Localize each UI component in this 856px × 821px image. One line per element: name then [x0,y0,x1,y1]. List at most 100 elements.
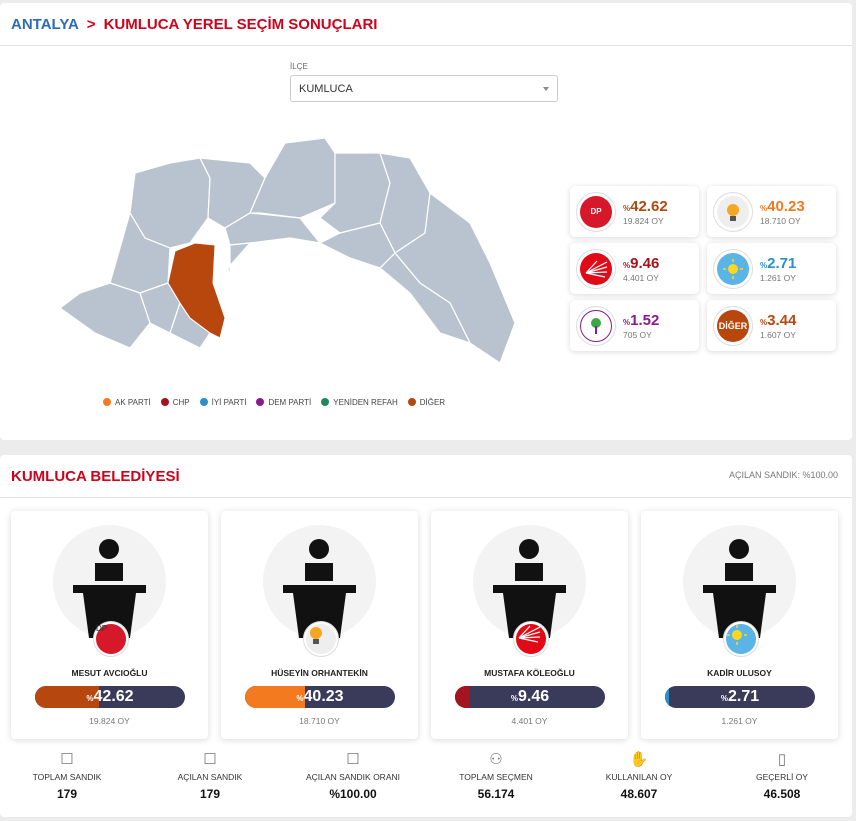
district-map[interactable] [50,133,520,373]
stat-label: AÇILAN SANDIK [177,772,243,782]
candidate-card[interactable]: HÜSEYİN ORHANTEKİN %40.23 18.710 OY [221,511,418,739]
district-value: KUMLUCA [299,83,353,95]
map-district [227,242,252,284]
dp-logo: DP [576,191,616,232]
party-card[interactable]: DİĞER %3.44 1.607 OY [707,300,836,351]
stat-value: 179 [199,787,221,801]
stat-value: %100.00 [329,787,377,801]
party-percent: %1.52 [623,311,660,329]
candidate-vote-bar: %42.62 [35,686,185,708]
party-percent: %3.44 [760,311,797,329]
stat-label: GEÇERLİ OY [756,772,808,782]
legend-item: DEM PARTİ [256,398,311,407]
opened-ballot-ratio: AÇILAN SANDIK: %100.00 [728,470,838,480]
results-panel: ANTALYA > KUMLUCA YEREL SEÇİM SONUÇLARI … [0,3,852,440]
candidate-vote-bar: %2.71 [665,686,815,708]
stat-item: ☐ TOPLAM SANDIK 179 [0,750,137,801]
legend-item: AK PARTİ [103,398,151,407]
ballot-box-icon: ☐ [60,751,74,768]
party-votes: 705 OY [623,329,652,340]
stat-value: 179 [56,787,78,801]
people-icon: ⚇ [489,751,503,768]
stat-item: ▯ GEÇERLİ OY 46.508 [712,750,852,801]
stat-value: 56.174 [477,787,515,801]
stat-item: ☐ AÇILAN SANDIK ORANI %100.00 [283,750,423,801]
dem-tree-logo [576,305,616,346]
breadcrumb: ANTALYA > KUMLUCA YEREL SEÇİM SONUÇLARI [0,3,852,46]
candidate-avatar [263,525,376,638]
stat-value: 46.508 [763,787,801,801]
stat-item: ✋ KULLANILAN OY 48.607 [569,750,709,801]
party-votes: 18.710 OY [760,215,801,226]
map-district [379,252,472,345]
candidate-votes: 19.824 OY [89,716,130,726]
candidate-name: MUSTAFA KÖLEOĞLU [484,668,575,678]
party-percent: %9.46 [623,254,660,272]
party-percent: %2.71 [760,254,797,272]
party-card[interactable]: DP %42.62 19.824 OY [570,186,699,237]
candidate-card[interactable]: MUSTAFA KÖLEOĞLU %9.46 4.401 OY [431,511,628,739]
ballot-box-icon: ☐ [203,751,217,768]
podium-speaker-icon [283,539,356,638]
map-district [318,222,396,269]
diger-logo: DİĞER [713,305,753,346]
akp-bulb-logo [303,621,339,657]
chp-arrows-logo [576,248,616,289]
party-votes: 1.607 OY [760,329,796,340]
dp-logo: DP [93,621,129,657]
party-card[interactable]: %40.23 18.710 OY [707,186,836,237]
legend-item: YENİDEN REFAH [321,398,398,407]
party-card[interactable]: %1.52 705 OY [570,300,699,351]
legend-item: İYİ PARTİ [199,398,246,407]
podium-speaker-icon [493,539,566,638]
stat-label: TOPLAM SEÇMEN [459,772,533,782]
candidate-card[interactable]: KADİR ULUSOY %2.71 1.261 OY [641,511,838,739]
party-card[interactable]: %2.71 1.261 OY [707,243,836,294]
vote-hand-icon: ✋ [629,751,649,768]
map-legend: AK PARTİ CHP İYİ PARTİ DEM PARTİ YENİDEN… [103,398,445,407]
municipality-title: KUMLUCA BELEDİYESİ [11,467,180,485]
map-district-kumluca [167,242,226,339]
candidate-name: MESUT AVCIOĞLU [71,668,148,678]
podium-speaker-icon [73,539,146,638]
candidate-vote-bar: %9.46 [455,686,605,708]
iyi-sun-logo [713,248,753,289]
district-label: İLÇE [290,62,308,71]
candidate-votes: 1.261 OY [721,716,758,726]
party-card[interactable]: %9.46 4.401 OY [570,243,699,294]
map-district [58,282,151,349]
stat-value: 48.607 [620,787,658,801]
candidate-votes: 4.401 OY [511,716,548,726]
stat-label: KULLANILAN OY [605,772,673,782]
candidate-name: HÜSEYİN ORHANTEKİN [271,668,368,678]
iyi-sun-logo [723,621,759,657]
page-title: KUMLUCA YEREL SEÇİM SONUÇLARI [103,15,378,33]
stat-item: ⚇ TOPLAM SEÇMEN 56.174 [426,750,566,801]
breadcrumb-antalya[interactable]: ANTALYA [11,15,79,33]
candidate-avatar [53,525,166,638]
party-votes: 4.401 OY [623,272,659,283]
ballot-box-icon: ☐ [346,751,360,768]
candidate-votes: 18.710 OY [299,716,340,726]
party-votes: 19.824 OY [623,215,664,226]
candidate-avatar [683,525,796,638]
phone-vote-icon: ▯ [777,751,787,768]
party-votes: 1.261 OY [760,272,796,283]
stat-label: TOPLAM SANDIK [32,772,102,782]
stat-item: ☐ AÇILAN SANDIK 179 [140,750,280,801]
legend-item: DİĞER [407,398,445,407]
candidate-name: KADİR ULUSOY [707,668,772,678]
district-select[interactable]: KUMLUCA [290,75,558,102]
party-percent: %42.62 [623,197,668,215]
candidate-avatar [473,525,586,638]
party-percent: %40.23 [760,197,805,215]
chp-arrows-logo [513,621,549,657]
stat-label: AÇILAN SANDIK ORANI [306,772,400,782]
municipality-panel: KUMLUCA BELEDİYESİ AÇILAN SANDIK: %100.0… [0,455,852,817]
breadcrumb-separator: > [86,15,96,33]
legend-item: CHP [160,398,190,407]
chevron-down-icon [543,87,549,94]
akp-bulb-logo [713,191,753,232]
candidate-card[interactable]: DP MESUT AVCIOĞLU %42.62 19.824 OY [11,511,208,739]
podium-speaker-icon [703,539,776,638]
